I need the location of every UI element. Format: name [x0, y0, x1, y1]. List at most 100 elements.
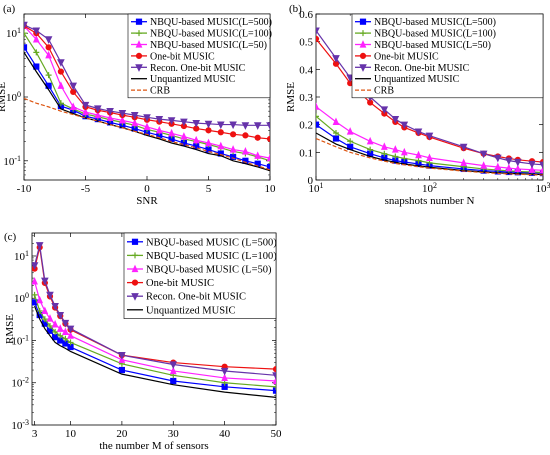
data-point	[42, 308, 47, 314]
data-point	[416, 152, 421, 158]
data-point	[382, 144, 387, 150]
data-point	[132, 239, 137, 244]
data-point	[347, 138, 353, 144]
data-point	[218, 143, 223, 149]
data-point	[32, 292, 38, 298]
data-point	[206, 128, 211, 133]
data-point	[58, 60, 64, 66]
data-point	[58, 83, 63, 89]
data-point	[119, 367, 124, 372]
data-point	[427, 155, 432, 161]
data-point	[368, 138, 373, 144]
y-tick-label: 0.6	[299, 9, 313, 21]
data-point	[481, 162, 486, 168]
y-tick-label: 0.1	[299, 147, 313, 159]
x-tick-label: 10	[65, 428, 77, 440]
data-point	[58, 326, 63, 332]
data-point	[273, 367, 278, 372]
data-point	[169, 130, 174, 136]
data-point	[53, 335, 58, 340]
data-point	[348, 128, 353, 134]
data-point	[333, 119, 338, 125]
x-axis-label: the number M of sensors	[99, 440, 208, 450]
data-point	[206, 140, 211, 146]
legend-entry: Unquantized MUSIC	[374, 74, 460, 85]
legend-entry: NBQU-based MUSIC(L=50)	[150, 40, 267, 51]
data-point	[132, 280, 137, 285]
data-point	[515, 166, 520, 172]
x-tick-label: 10	[265, 183, 277, 195]
y-tick-label: 10-1	[3, 154, 21, 168]
data-point	[333, 136, 338, 141]
legend-entry: NBQU-based MUSIC (L=500)	[146, 237, 277, 248]
data-point	[506, 165, 511, 171]
data-point	[157, 127, 162, 133]
legend-entry: CRB	[374, 86, 394, 97]
y-tick-label: 0.2	[299, 120, 313, 132]
data-point	[267, 136, 272, 141]
y-tick-label: 101	[6, 26, 21, 40]
data-point	[255, 153, 260, 159]
legend-entry: CRB	[150, 86, 170, 97]
x-axis-label: SNR	[136, 195, 158, 207]
data-point	[46, 37, 52, 43]
legend-entry: Unquantized MUSIC	[150, 74, 236, 85]
legend-entry: One-bit MUSIC	[374, 51, 439, 62]
data-point	[402, 149, 407, 155]
x-tick-label: 20	[116, 428, 128, 440]
data-point	[21, 45, 26, 50]
y-tick-label: 0.5	[299, 37, 313, 49]
legend-entry: NBQU-based MUSIC(L=100)	[150, 29, 272, 40]
data-point	[181, 133, 186, 139]
legend-entry: NBQU-based MUSIC(L=50)	[374, 40, 491, 51]
x-tick-label: 102	[422, 181, 437, 195]
data-point	[136, 19, 141, 24]
x-tick-label: 0	[144, 183, 150, 195]
data-point	[63, 329, 68, 335]
data-point	[144, 124, 149, 130]
legend-entry: Unquantized MUSIC	[146, 305, 236, 316]
legend-entry: Recon. One-bit MUSIC	[150, 63, 246, 74]
x-tick-label: 103	[536, 181, 550, 195]
data-point	[360, 53, 365, 58]
legend-entry: NBQU-based MUSIC (L=100)	[146, 251, 277, 262]
x-tick-label: 3	[32, 428, 38, 440]
legend-entry: One-bit MUSIC	[150, 51, 215, 62]
legend-entry: One-bit MUSIC	[146, 278, 214, 289]
data-point	[243, 148, 248, 154]
y-axis-label: RMSE	[4, 314, 16, 344]
y-tick-label: 0.3	[299, 92, 313, 104]
data-point	[313, 36, 318, 41]
data-point	[171, 378, 176, 383]
y-axis-label: RMSE	[0, 82, 8, 112]
data-point	[243, 133, 248, 138]
x-tick-label: 40	[219, 428, 231, 440]
data-point	[132, 120, 137, 126]
data-point	[37, 297, 42, 303]
data-point	[58, 69, 63, 74]
x-tick-label: 5	[206, 183, 212, 195]
legend-entry: NBQU-based MUSIC(L=500)	[150, 17, 272, 28]
data-point	[33, 49, 39, 55]
data-point	[231, 132, 236, 137]
y-tick-label: 10-3	[11, 418, 29, 432]
legend-entry: Recon. One-bit MUSIC	[146, 292, 246, 303]
y-tick-label: 101	[14, 249, 29, 263]
x-tick-label: -10	[17, 183, 32, 195]
x-axis-label: snapshots number N	[385, 195, 475, 207]
data-point	[46, 45, 51, 50]
y-tick-label: 10-2	[11, 376, 29, 390]
legend: NBQU-based MUSIC(L=500)NBQU-based MUSIC(…	[352, 14, 543, 98]
legend-entry: Recon. One-bit MUSIC	[374, 63, 470, 74]
data-point	[495, 164, 500, 170]
x-tick-label: 30	[168, 428, 180, 440]
legend-entry: NBQU-based MUSIC(L=100)	[374, 29, 496, 40]
data-point	[255, 135, 260, 140]
data-point	[32, 278, 37, 284]
y-tick-label: 0.4	[299, 64, 313, 76]
data-point	[218, 130, 223, 135]
x-tick-label: -5	[81, 183, 91, 195]
